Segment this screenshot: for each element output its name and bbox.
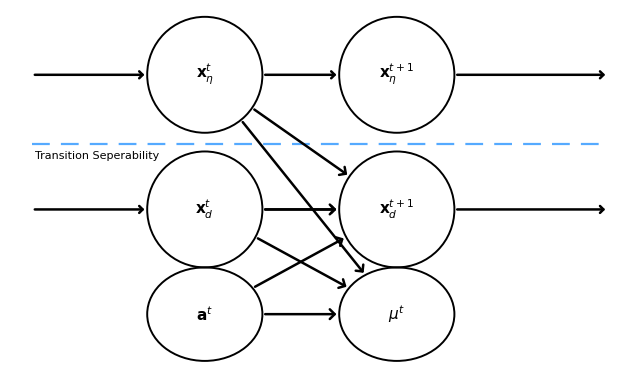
Text: $\mu^{t}$: $\mu^{t}$ [388, 303, 405, 325]
Text: $\mathbf{x}_{\eta}^{t}$: $\mathbf{x}_{\eta}^{t}$ [196, 62, 214, 88]
Text: $\mathbf{x}_{\eta}^{t+1}$: $\mathbf{x}_{\eta}^{t+1}$ [380, 62, 414, 88]
Text: Transition Seperability: Transition Seperability [35, 151, 159, 162]
Text: $\mathbf{a}^{t}$: $\mathbf{a}^{t}$ [196, 305, 213, 324]
Text: $\mathbf{x}_{d}^{t}$: $\mathbf{x}_{d}^{t}$ [195, 198, 214, 221]
Text: $\mathbf{x}_{d}^{t+1}$: $\mathbf{x}_{d}^{t+1}$ [380, 198, 414, 221]
